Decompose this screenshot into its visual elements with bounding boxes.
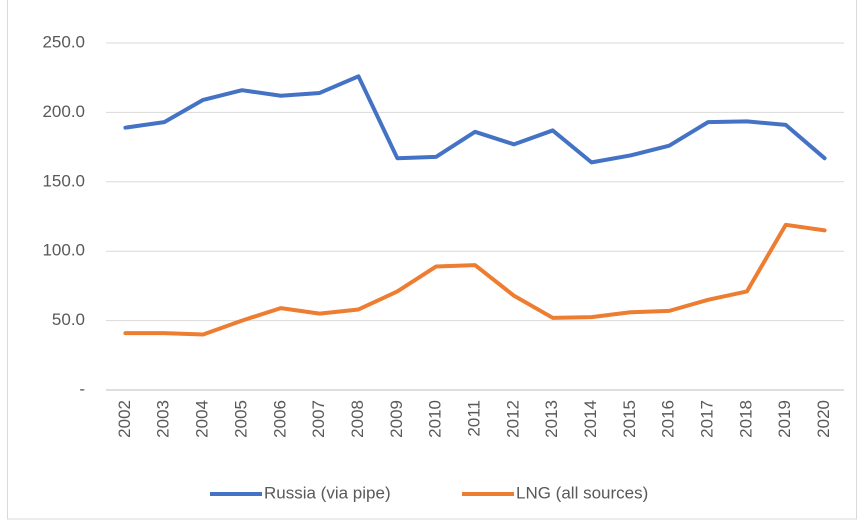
x-tick-label: 2016	[659, 400, 678, 438]
x-tick-label: 2003	[154, 400, 173, 438]
y-tick-label: -	[79, 379, 85, 398]
y-tick-label: 100.0	[42, 241, 85, 260]
x-tick-label: 2017	[698, 400, 717, 438]
x-tick-label: 2010	[426, 400, 445, 438]
x-tick-label: 2006	[270, 400, 289, 438]
series-line	[123, 222, 827, 337]
y-tick-label: 50.0	[52, 310, 85, 329]
y-tick-label: 200.0	[42, 102, 85, 121]
x-tick-label: 2011	[464, 400, 483, 437]
x-tick-label: 2007	[309, 400, 328, 438]
x-tick-label: 2012	[503, 400, 522, 438]
x-tick-label: 2004	[193, 400, 212, 438]
legend-label: LNG (all sources)	[516, 483, 648, 502]
chart-border	[7, 0, 857, 520]
x-tick-label: 2008	[348, 400, 367, 438]
legend-label: Russia (via pipe)	[264, 483, 391, 502]
y-tick-label: 250.0	[42, 32, 85, 51]
x-tick-label: 2002	[115, 400, 134, 438]
x-tick-label: 2015	[620, 400, 639, 438]
x-tick-label: 2019	[775, 400, 794, 438]
x-tick-label: 2005	[231, 400, 250, 438]
series-line	[123, 74, 827, 165]
x-tick-label: 2018	[736, 400, 755, 438]
x-tick-label: 2013	[542, 400, 561, 438]
x-tick-label: 2020	[814, 400, 833, 438]
x-tick-label: 2009	[387, 400, 406, 438]
y-tick-label: 150.0	[42, 171, 85, 190]
x-tick-label: 2014	[581, 400, 600, 438]
